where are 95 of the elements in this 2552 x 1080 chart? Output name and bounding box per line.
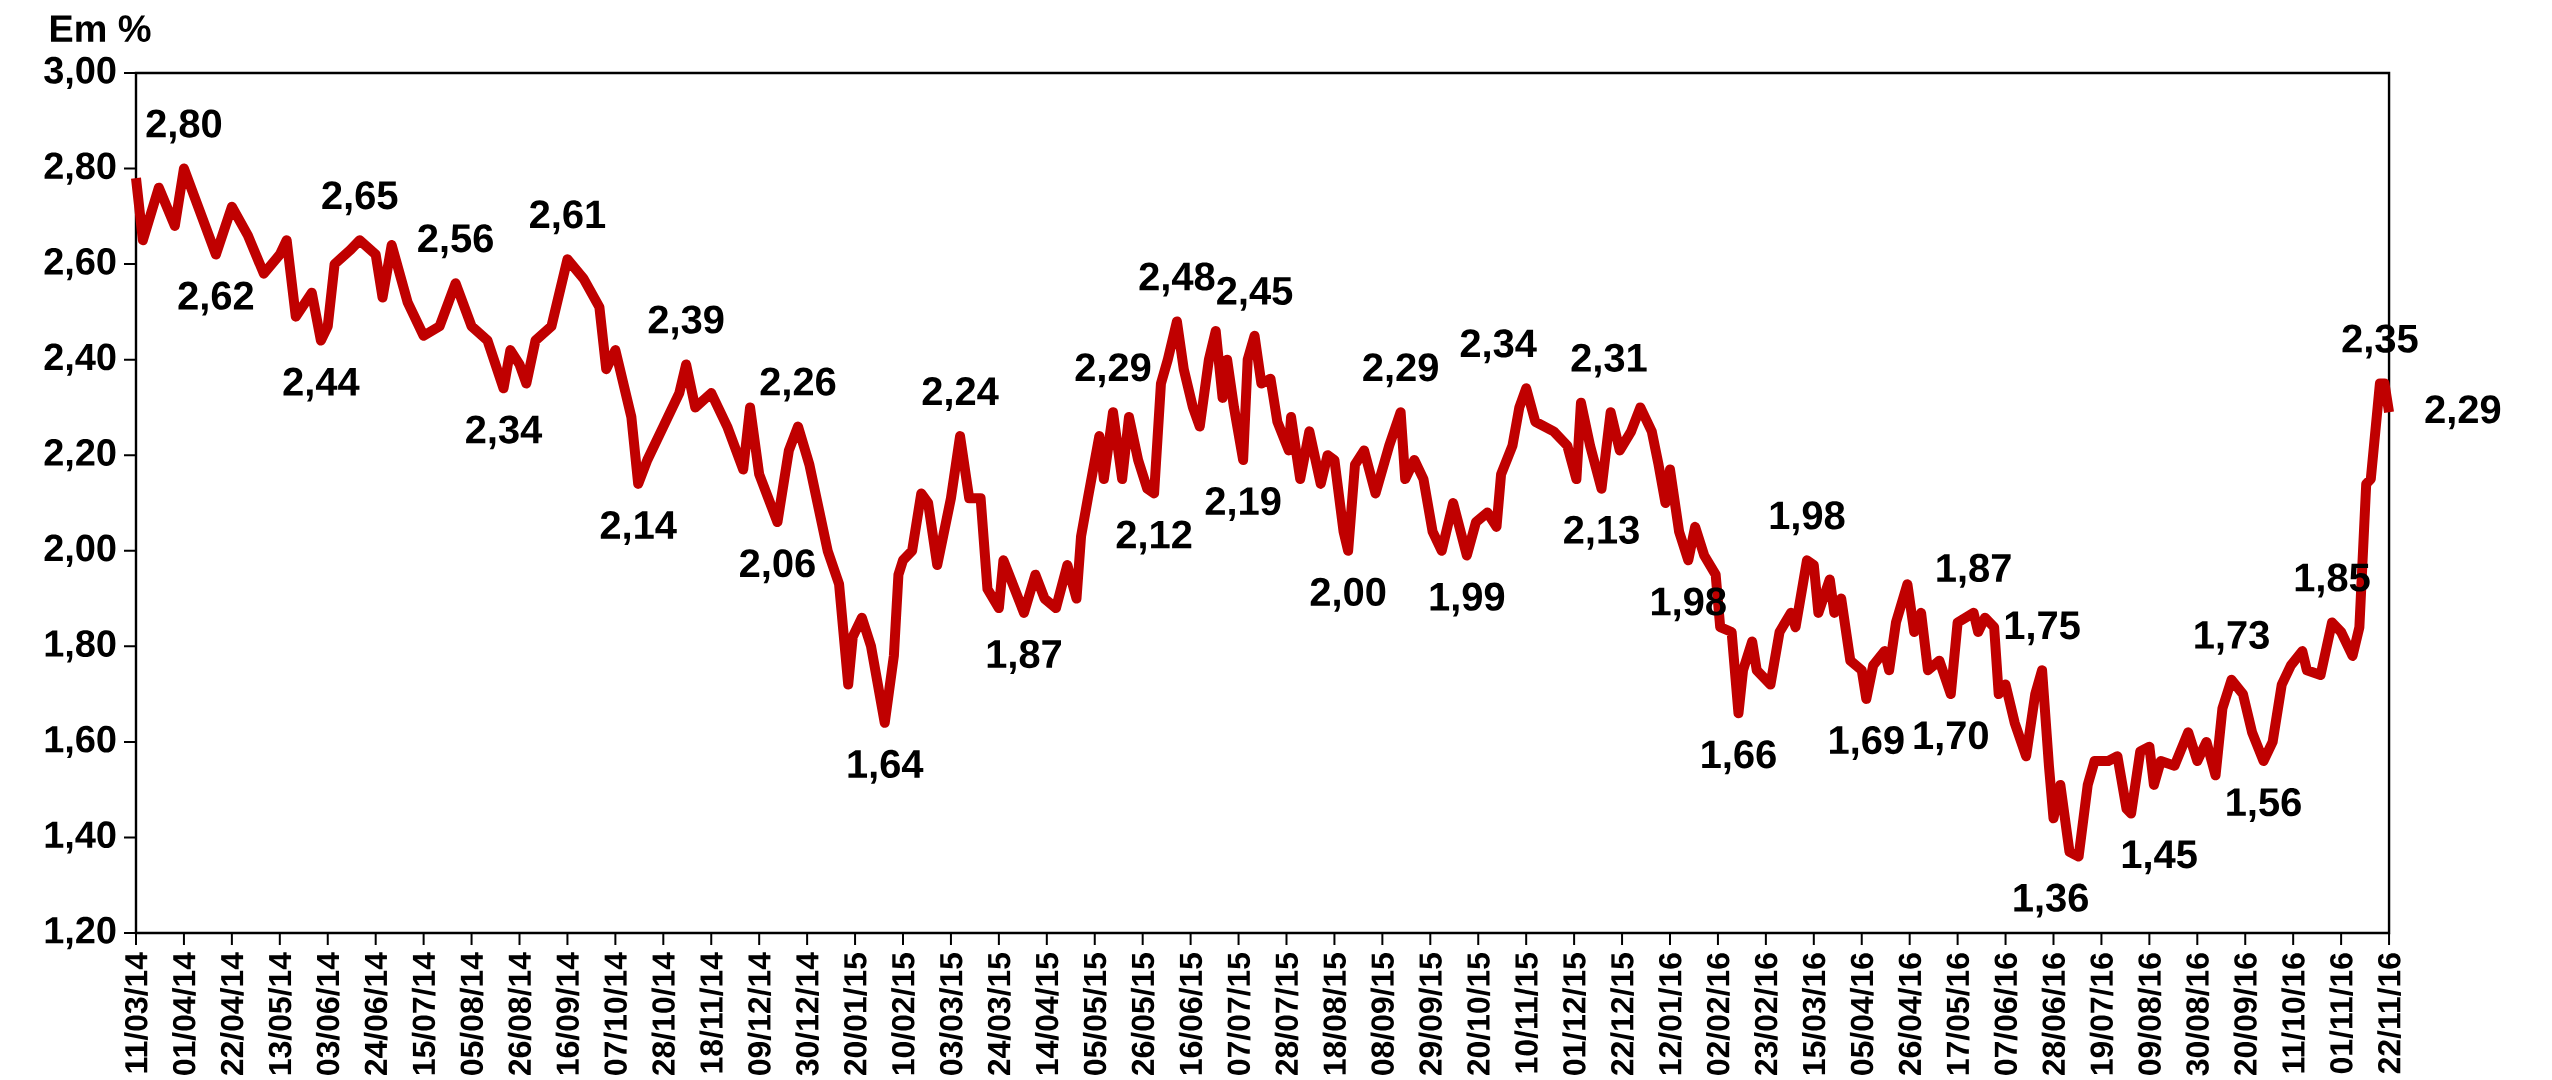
x-tick-label: 02/02/16 <box>1706 953 1730 1075</box>
x-tick-label: 01/04/14 <box>172 952 196 1075</box>
x-tick-label: 03/06/14 <box>315 952 340 1075</box>
y-tick-label: 1,20 <box>45 916 116 950</box>
x-tick-label: 16/09/14 <box>555 952 580 1075</box>
x-tick-label: 09/08/16 <box>2137 953 2162 1075</box>
x-tick-label: 22/04/14 <box>220 952 244 1076</box>
x-tick-label: 30/08/16 <box>2185 953 2210 1076</box>
x-tick-label: 22/11/16 <box>2377 953 2401 1074</box>
x-tick-label: 01/12/15 <box>1562 952 1586 1075</box>
x-tick-label: 01/11/16 <box>2329 953 2353 1074</box>
x-tick-label: 19/07/16 <box>2089 953 2114 1075</box>
annotation: 2,14 <box>600 510 677 545</box>
x-tick-label: 28/06/16 <box>2041 953 2066 1076</box>
annotation: 2,00 <box>1310 577 1386 612</box>
annotation: 2,29 <box>1075 353 1151 388</box>
annotation: 1,73 <box>2195 620 2269 655</box>
y-tick-label: 1,80 <box>45 630 116 663</box>
x-tick-label: 12/01/16 <box>1658 953 1682 1075</box>
annotation: 2,12 <box>1116 520 1192 555</box>
annotation: 2,48 <box>1139 262 1215 297</box>
x-tick-label: 24/03/15 <box>987 952 1011 1076</box>
annotation: 1,87 <box>987 639 1061 674</box>
y-tick-label: 1,60 <box>45 725 116 759</box>
x-tick-label: 15/03/16 <box>1801 953 1826 1075</box>
annotation: 1,56 <box>2227 788 2301 823</box>
x-tick-label: 03/03/15 <box>939 952 963 1075</box>
x-tick-label: 30/12/14 <box>795 952 819 1076</box>
x-tick-label: 18/08/15 <box>1322 952 1347 1075</box>
x-tick-label: 28/10/14 <box>651 952 676 1076</box>
annotation: 2,13 <box>1564 515 1639 550</box>
x-tick-label: 08/09/15 <box>1370 952 1395 1075</box>
annotation: 2,80 <box>146 109 222 144</box>
annotation: 2,24 <box>922 377 999 412</box>
x-tick-label: 28/07/15 <box>1274 952 1299 1076</box>
x-tick-label: 07/10/14 <box>603 952 628 1075</box>
x-tick-label: 09/12/14 <box>747 952 772 1075</box>
annotation: 1,66 <box>1702 740 1776 775</box>
annotation: 2,06 <box>740 549 815 584</box>
x-tick-label: 15/07/14 <box>411 952 436 1075</box>
y-tick-label: 2,40 <box>44 343 116 376</box>
annotation: 2,34 <box>1460 329 1537 364</box>
annotation: 2,31 <box>1571 343 1647 378</box>
x-tick-label: 20/10/15 <box>1466 952 1491 1076</box>
x-tick-label: 11/03/14 <box>124 952 148 1073</box>
y-tick-label: 1,40 <box>45 821 116 854</box>
x-tick-label: 13/05/14 <box>267 952 292 1075</box>
y-axis-title: Em % <box>50 15 151 42</box>
annotation: 2,39 <box>648 305 724 340</box>
x-tick-label: 23/02/16 <box>1754 953 1778 1076</box>
annotation: 1,87 <box>1937 553 2011 588</box>
x-tick-label: 05/08/14 <box>459 952 484 1075</box>
x-tick-label: 11/10/16 <box>2281 953 2306 1073</box>
x-tick-label: 26/08/14 <box>507 952 532 1076</box>
annotation: 1,98 <box>1770 501 1845 536</box>
annotation: 1,69 <box>1830 725 1904 760</box>
x-tick-label: 10/11/15 <box>1514 952 1539 1073</box>
y-tick-label: 2,20 <box>44 439 116 472</box>
annotation: 2,61 <box>530 200 606 235</box>
annotation: 1,45 <box>2122 840 2197 875</box>
y-tick-label: 3,00 <box>44 56 116 90</box>
annotation: 1,64 <box>848 749 924 784</box>
x-tick-label: 29/09/15 <box>1418 952 1443 1076</box>
annotation: 1,70 <box>1914 721 1988 756</box>
annotation: 2,26 <box>760 367 836 402</box>
y-tick-label: 2,00 <box>44 534 116 567</box>
x-tick-label: 20/09/16 <box>2233 953 2258 1076</box>
annotation: 2,19 <box>1205 487 1281 522</box>
annotation: 2,56 <box>418 224 493 259</box>
x-tick-label: 05/04/16 <box>1849 953 1874 1075</box>
x-tick-label: 07/07/15 <box>1226 952 1251 1075</box>
annotation: 2,44 <box>283 367 360 402</box>
annotation: 2,65 <box>322 181 398 216</box>
x-tick-label: 17/05/16 <box>1945 953 1970 1075</box>
x-tick-label: 10/02/15 <box>891 952 915 1075</box>
annotation: 1,99 <box>1430 582 1505 617</box>
x-tick-label: 18/11/14 <box>699 952 724 1073</box>
x-tick-label: 26/05/15 <box>1130 952 1155 1076</box>
y-tick-label: 2,80 <box>44 152 116 185</box>
annotation: 2,29 <box>2425 395 2501 430</box>
annotation: 2,45 <box>1217 276 1293 311</box>
y-tick-label: 2,60 <box>44 247 116 281</box>
annotation: 1,36 <box>2014 883 2088 918</box>
x-tick-label: 24/06/14 <box>363 952 388 1076</box>
x-tick-label: 14/04/15 <box>1034 952 1059 1075</box>
annotation: 2,34 <box>466 415 543 450</box>
x-tick-label: 16/06/15 <box>1178 952 1203 1075</box>
x-tick-label: 20/01/15 <box>843 952 867 1076</box>
annotation: 1,75 <box>2005 611 2080 646</box>
x-tick-label: 05/05/15 <box>1082 952 1107 1075</box>
annotation: 2,62 <box>178 281 254 316</box>
x-tick-label: 22/12/15 <box>1610 952 1634 1076</box>
annotation: 2,29 <box>1363 353 1438 388</box>
x-tick-label: 26/04/16 <box>1897 953 1922 1076</box>
x-tick-label: 07/06/16 <box>1993 953 2018 1075</box>
